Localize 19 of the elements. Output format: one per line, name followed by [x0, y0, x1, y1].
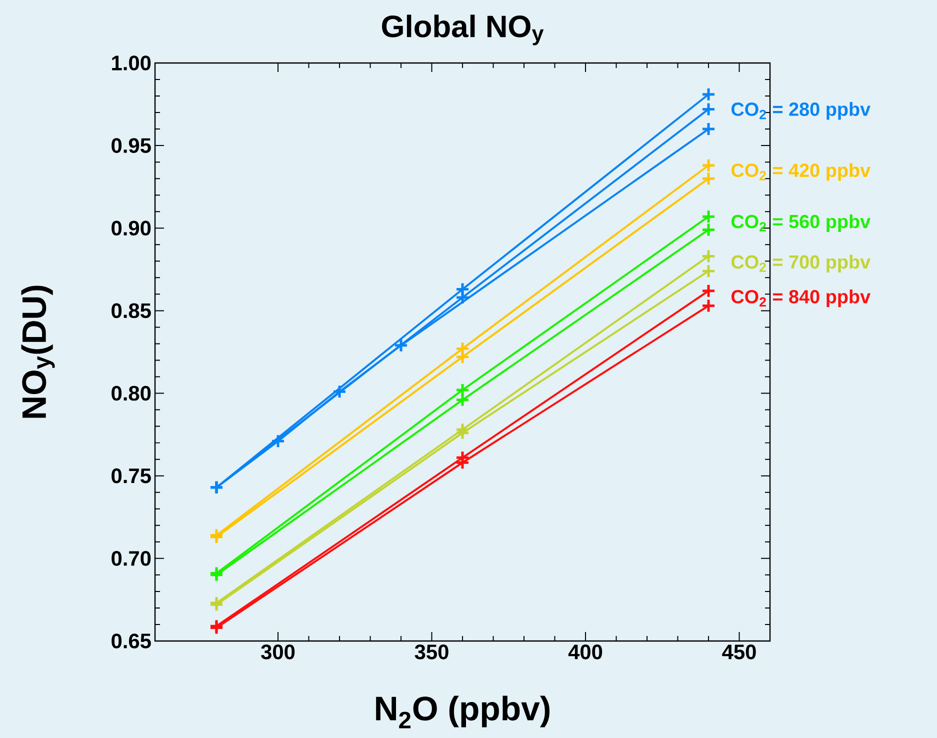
y-tick-label: 0.80 [112, 386, 151, 401]
y-tick-label: 0.85 [112, 303, 151, 318]
chart-title: Global NO$_{y}$ [382, 14, 544, 46]
y-tick-label: 0.95 [112, 138, 151, 153]
y-tick-label: 1.00 [112, 56, 151, 70]
series-label: CO$_{2}$ = 840 ppbv [731, 289, 870, 308]
series-label: CO$_{2}$ = 280 ppbv [731, 102, 870, 120]
y-axis-title: NO$_{y}$(DU) [21, 286, 55, 418]
series-label: CO$_{2}$ = 700 ppbv [731, 254, 870, 272]
x-tick-label: 300 [261, 644, 295, 660]
y-tick-label: 0.70 [112, 551, 151, 566]
x-tick-label: 450 [722, 644, 756, 660]
x-axis-title: N$_{2}$O (ppbv) [376, 696, 550, 728]
y-tick-label: 0.90 [112, 220, 151, 236]
y-tick-label: 0.75 [112, 468, 151, 484]
y-tick-label: 0.65 [112, 634, 151, 648]
x-tick-label: 350 [414, 644, 448, 660]
x-tick-label: 400 [568, 644, 602, 660]
series-label: CO$_{2}$ = 420 ppbv [731, 163, 870, 181]
